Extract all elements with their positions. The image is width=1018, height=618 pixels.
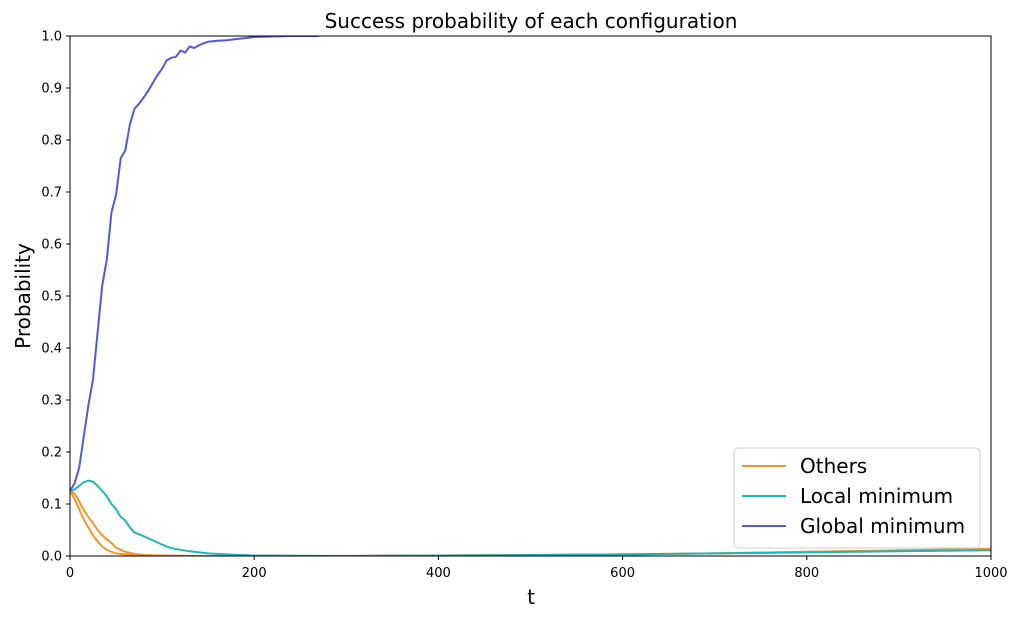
series-lines <box>70 36 991 556</box>
y-tick-label: 0.6 <box>41 238 62 253</box>
x-axis-label: t <box>527 585 535 609</box>
y-axis-label: Probability <box>11 243 35 349</box>
plot-frame <box>69 35 992 557</box>
y-tick-label: 0.8 <box>41 134 62 149</box>
y-tick-label: 0.9 <box>41 82 62 97</box>
x-tick-label: 400 <box>426 566 451 581</box>
chart-title: Success probability of each configuratio… <box>325 9 738 33</box>
y-axis-ticks: 0.0 0.1 0.2 0.3 0.4 0.5 0.6 0.7 0.8 0.9 1.0 <box>41 30 70 565</box>
plot-area <box>70 36 991 556</box>
x-tick-label: 600 <box>610 566 635 581</box>
series-line-global-minimum <box>70 36 319 492</box>
y-tick-label: 0.3 <box>41 394 62 409</box>
y-tick-label: 1.0 <box>41 30 62 45</box>
x-tick-label: 200 <box>242 566 267 581</box>
series-line-local-minimum <box>70 479 991 556</box>
y-tick-label: 0.5 <box>41 290 62 305</box>
x-tick-label: 800 <box>794 566 819 581</box>
x-tick-label: 0 <box>66 566 74 581</box>
y-tick-label: 0.4 <box>41 342 62 357</box>
legend-label-others: Others <box>800 454 867 478</box>
legend-label-local-minimum: Local minimum <box>800 484 953 508</box>
x-tick-label: 1000 <box>974 566 1007 581</box>
y-tick-label: 0.2 <box>41 446 62 461</box>
legend: Others Local minimum Global minimum <box>733 447 981 549</box>
y-tick-label: 0.0 <box>41 550 62 565</box>
y-tick-label: 0.7 <box>41 186 62 201</box>
legend-box <box>733 447 981 549</box>
legend-label-global-minimum: Global minimum <box>800 514 965 538</box>
y-tick-label: 0.1 <box>41 498 62 513</box>
x-axis-ticks: 0 200 400 600 800 1000 <box>66 556 1008 581</box>
